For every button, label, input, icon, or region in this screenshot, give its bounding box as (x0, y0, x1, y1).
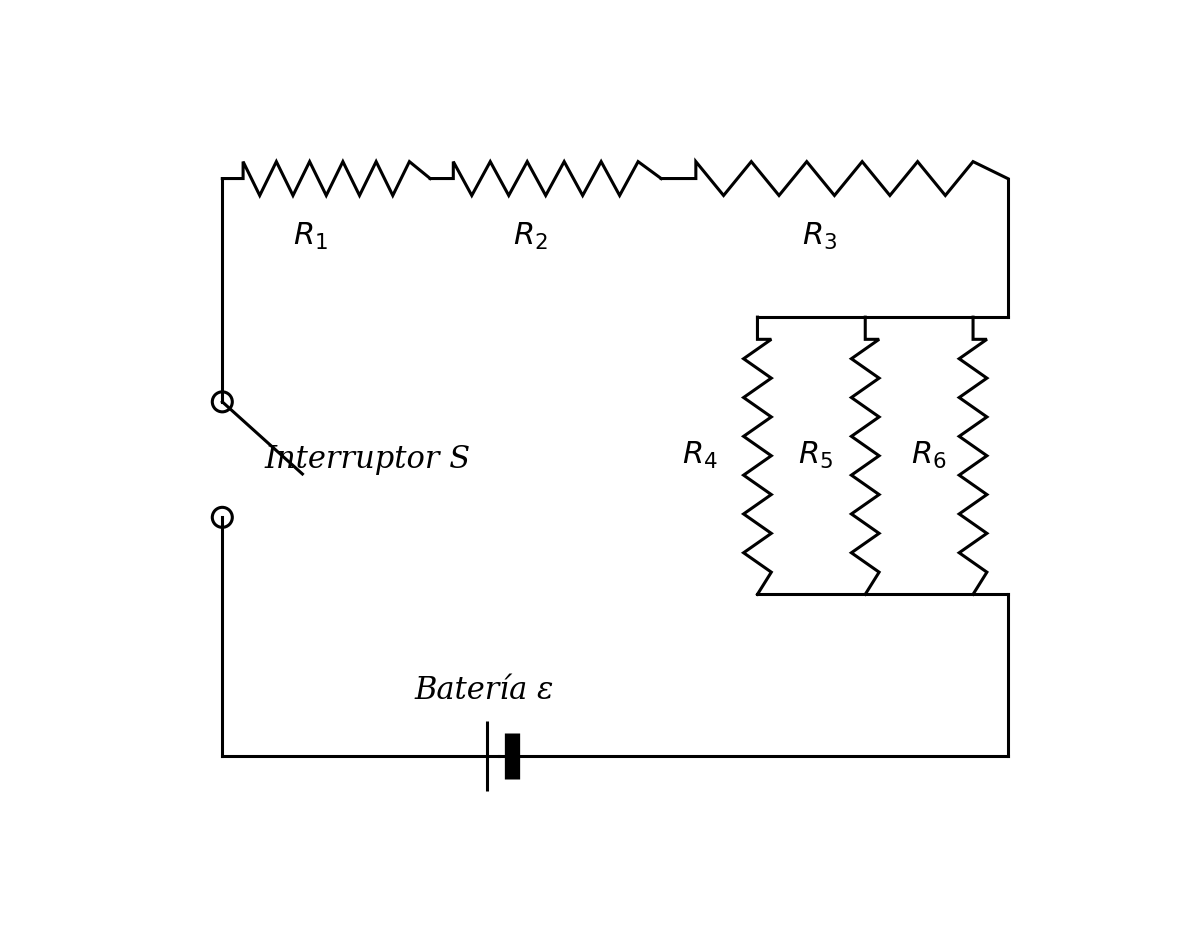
Text: $\mathit{R}_4$: $\mathit{R}_4$ (682, 440, 718, 472)
Text: $\mathit{R}_3$: $\mathit{R}_3$ (802, 221, 836, 252)
Text: $\mathit{R}_1$: $\mathit{R}_1$ (294, 221, 329, 252)
Text: $\mathit{R}_2$: $\mathit{R}_2$ (512, 221, 547, 252)
Text: Interruptor S: Interruptor S (265, 444, 470, 475)
Text: Batería ε: Batería ε (414, 675, 553, 706)
Text: $\mathit{R}_6$: $\mathit{R}_6$ (911, 440, 946, 472)
Text: $\mathit{R}_5$: $\mathit{R}_5$ (798, 440, 833, 472)
